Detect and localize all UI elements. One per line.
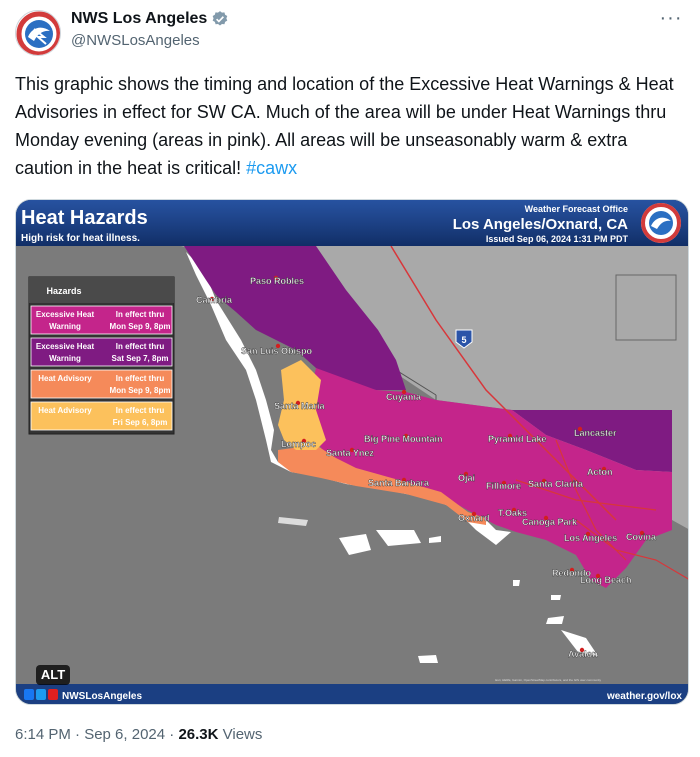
city-dot bbox=[511, 507, 517, 513]
city-label: Big Pine Mountain bbox=[364, 434, 443, 444]
city-dot bbox=[577, 426, 583, 432]
tweet-header: NWS Los Angeles @NWSLosAngeles ··· bbox=[15, 8, 685, 58]
legend-text: Mon Sep 9, 8pm bbox=[110, 386, 171, 395]
city-label: Santa Clarita bbox=[528, 479, 584, 489]
city-dot bbox=[569, 567, 575, 573]
footer-url: weather.gov/lox bbox=[606, 691, 682, 702]
display-name[interactable]: NWS Los Angeles bbox=[71, 10, 208, 27]
city-label: Santa Ynez bbox=[326, 448, 374, 458]
city-dot bbox=[595, 573, 601, 579]
city-label: Canoga Park bbox=[522, 517, 578, 527]
views-label: Views bbox=[218, 726, 263, 743]
city-dot bbox=[543, 515, 549, 521]
city-label: Cuyama bbox=[386, 392, 422, 402]
city-dot bbox=[601, 466, 607, 472]
nws-emblem-icon bbox=[641, 203, 681, 243]
city-label: Oxnard bbox=[458, 513, 490, 523]
city-dot bbox=[273, 275, 279, 281]
legend-swatch bbox=[30, 369, 173, 399]
city-label: Santa Maria bbox=[274, 401, 326, 411]
tweet-body: This graphic shows the timing and locati… bbox=[15, 74, 674, 178]
city-label: Los Angeles bbox=[564, 533, 617, 543]
views-count: 26.3K bbox=[178, 726, 219, 743]
city-dot bbox=[401, 477, 407, 483]
city-label: Lancaster bbox=[574, 428, 617, 438]
city-label: Cambria bbox=[196, 295, 233, 305]
city-label: T.Oaks bbox=[498, 508, 527, 518]
city-dot bbox=[349, 447, 355, 453]
city-dot bbox=[639, 530, 645, 536]
city-label: Ojai bbox=[458, 473, 475, 483]
city-dot bbox=[463, 471, 469, 477]
alt-badge[interactable]: ALT bbox=[36, 665, 70, 685]
heat-hazards-graphic[interactable]: Heat Hazards High risk for heat illness.… bbox=[15, 199, 689, 705]
city-dot bbox=[471, 511, 477, 517]
legend-text: Excessive Heat bbox=[36, 342, 95, 351]
issued-time: Issued Sep 06, 2024 1:31 PM PDT bbox=[486, 234, 629, 244]
city-label: Redondo bbox=[552, 568, 591, 578]
legend-text: Mon Sep 9, 8pm bbox=[110, 322, 171, 331]
verified-badge-icon bbox=[212, 11, 228, 26]
city-label: Lompoc bbox=[281, 439, 316, 449]
heat-hazards-map: Heat Hazards High risk for heat illness.… bbox=[16, 200, 688, 704]
footer-handle: NWSLosAngeles bbox=[62, 691, 142, 702]
city-label: Covina bbox=[626, 532, 657, 542]
office-label: Weather Forecast Office bbox=[525, 204, 628, 214]
city-label: Pyramid Lake bbox=[488, 434, 547, 444]
city-dot bbox=[579, 647, 585, 653]
legend-text: Fri Sep 6, 8pm bbox=[113, 418, 168, 427]
timestamp[interactable]: 6:14 PM · Sep 6, 2024 · bbox=[15, 726, 179, 743]
tweet-text: This graphic shows the timing and locati… bbox=[15, 70, 685, 182]
youtube-icon bbox=[48, 689, 58, 700]
city-dot bbox=[401, 389, 407, 395]
legend-text: Heat Advisory bbox=[38, 374, 92, 383]
twitter-icon bbox=[36, 689, 46, 700]
city-label: San Luis Obispo bbox=[241, 346, 313, 356]
city-label: Acton bbox=[587, 467, 613, 477]
office-name: Los Angeles/Oxnard, CA bbox=[453, 216, 628, 233]
city-dot bbox=[541, 478, 547, 484]
legend-text: Warning bbox=[49, 322, 81, 331]
legend-text: In effect thru bbox=[116, 406, 165, 415]
city-dot bbox=[507, 433, 513, 439]
highway-5-label: 5 bbox=[461, 335, 466, 345]
tweet-meta: 6:14 PM · Sep 6, 2024 · 26.3K Views bbox=[15, 726, 262, 743]
graphic-subtitle: High risk for heat illness. bbox=[21, 233, 140, 244]
legend-text: Excessive Heat bbox=[36, 310, 95, 319]
map-credits: Esri, HERE, Garmin, OpenStreetMap contri… bbox=[495, 678, 601, 682]
city-label: Santa Barbara bbox=[368, 478, 430, 488]
city-label: Avalon bbox=[568, 649, 598, 659]
city-dot bbox=[501, 480, 507, 486]
more-options-icon[interactable]: ··· bbox=[659, 7, 683, 29]
city-dot bbox=[403, 433, 409, 439]
graphic-title: Heat Hazards bbox=[21, 207, 148, 229]
legend-swatch bbox=[30, 337, 173, 367]
facebook-icon bbox=[24, 689, 34, 700]
hashtag-link[interactable]: #cawx bbox=[246, 158, 298, 178]
legend-title: Hazards bbox=[46, 286, 81, 296]
city-label: Paso Robles bbox=[250, 276, 304, 286]
city-label: Fillmore bbox=[486, 481, 521, 491]
city-dot bbox=[275, 343, 281, 349]
legend-text: Sat Sep 7, 8pm bbox=[112, 354, 169, 363]
legend-text: In effect thru bbox=[116, 310, 165, 319]
city-label: Long Beach bbox=[580, 575, 632, 585]
legend-text: Warning bbox=[49, 354, 81, 363]
legend-text: In effect thru bbox=[116, 374, 165, 383]
legend-text: In effect thru bbox=[116, 342, 165, 351]
handle[interactable]: @NWSLosAngeles bbox=[71, 32, 200, 49]
legend-text: Heat Advisory bbox=[38, 406, 92, 415]
city-dot bbox=[295, 400, 301, 406]
city-dot bbox=[209, 296, 215, 302]
legend-swatch bbox=[30, 401, 173, 431]
city-dot bbox=[301, 438, 307, 444]
nws-logo-icon[interactable] bbox=[15, 10, 61, 56]
legend-swatch bbox=[30, 305, 173, 335]
city-dot bbox=[585, 531, 591, 537]
